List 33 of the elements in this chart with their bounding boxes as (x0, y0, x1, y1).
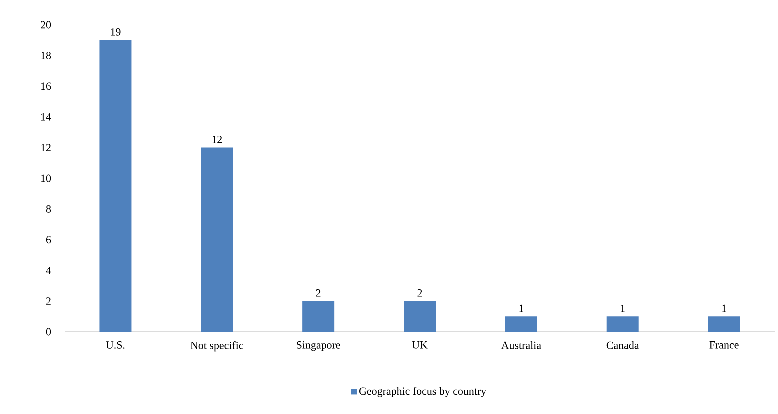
y-tick-label: 18 (41, 52, 52, 60)
y-tick-label: 8 (46, 206, 52, 213)
bar (708, 316, 740, 332)
y-tick-label: 2 (46, 298, 51, 305)
y-tick-label: 10 (41, 174, 52, 182)
bar (505, 316, 538, 332)
x-tick-label: Not specific (190, 342, 244, 352)
legend-label: Geographic focus by country (360, 387, 487, 398)
y-tick-label: 20 (41, 21, 52, 29)
x-tick-label: France (710, 342, 739, 349)
bar (404, 301, 436, 332)
data-label: 1 (621, 304, 625, 312)
y-tick-label: 6 (46, 236, 52, 244)
bar (606, 316, 639, 332)
x-tick-label: Australia (501, 342, 542, 350)
bar (201, 148, 234, 332)
y-tick-label: 4 (46, 267, 52, 274)
x-tick-label: UK (412, 342, 428, 349)
data-label: 2 (316, 290, 321, 297)
x-tick-label: U.S. (106, 342, 125, 349)
bar (100, 40, 132, 332)
data-label: 2 (418, 290, 422, 297)
x-tick-label: Canada (606, 342, 640, 350)
data-label: 1 (722, 304, 726, 312)
y-tick-label: 12 (41, 144, 51, 152)
y-tick-label: 16 (41, 82, 52, 90)
x-tick-label: Singapore (297, 342, 340, 352)
bar (302, 301, 335, 332)
y-tick-label: 14 (41, 113, 52, 121)
data-label: 19 (111, 28, 121, 36)
data-label: 1 (520, 304, 524, 312)
y-tick-label: 0 (46, 328, 52, 336)
data-label: 12 (212, 136, 222, 144)
